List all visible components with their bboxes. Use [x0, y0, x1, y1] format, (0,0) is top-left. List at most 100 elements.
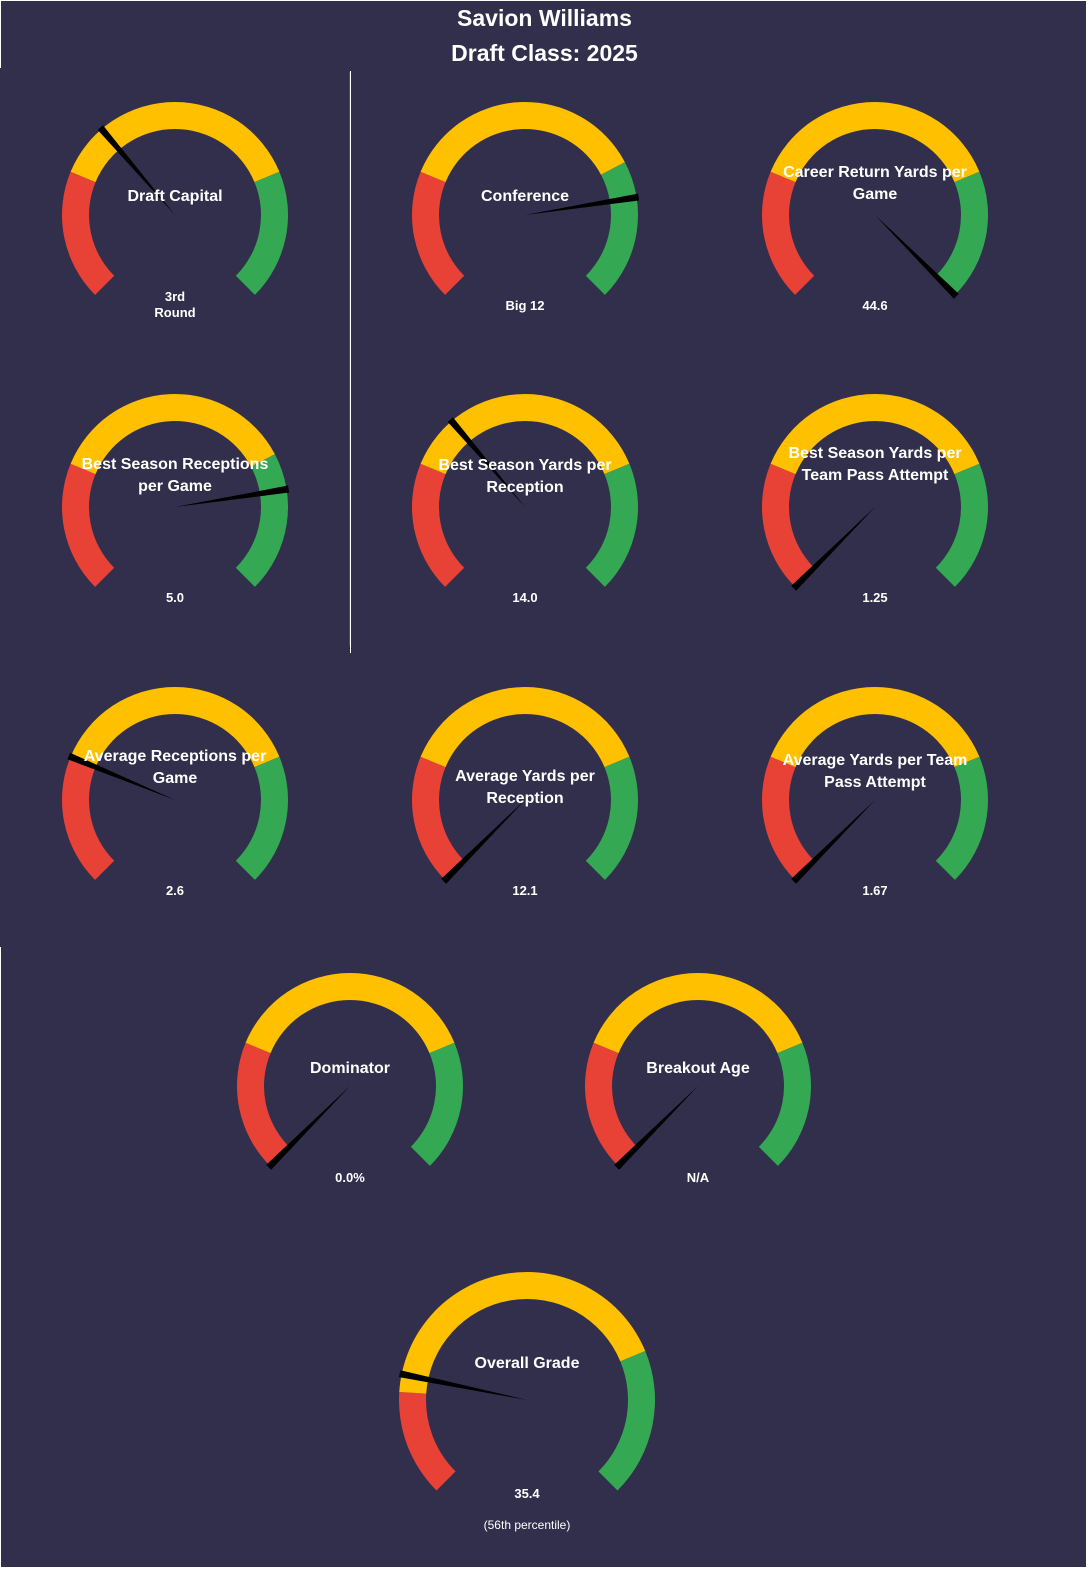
- gauge: Best Season Yards per Reception 14.0: [405, 387, 645, 627]
- gauge: Best Season Receptions per Game 5.0: [55, 387, 295, 627]
- panel-bottom: [1, 945, 1086, 1567]
- gauge-zone-green: [585, 162, 638, 295]
- gauge-zone-green: [935, 756, 988, 880]
- gauge-zone-yellow: [593, 973, 803, 1054]
- gauge-dial: [398, 1272, 655, 1491]
- gauge-label: Average Yards per Team Pass Attempt: [782, 752, 968, 791]
- gauge-zone-red: [62, 756, 115, 880]
- gauge-zone-green: [585, 756, 638, 880]
- gauge-zone-red: [412, 171, 465, 295]
- gauge-label: Draft Capital: [127, 188, 223, 205]
- gauge-label: Average Yards per Reception: [455, 768, 595, 807]
- gauge-needle: [525, 193, 640, 215]
- gauge-needle: [266, 1086, 350, 1170]
- gauge-zone-yellow: [420, 102, 625, 183]
- gauge-zone-yellow: [770, 394, 980, 475]
- gauge-zone-green: [235, 171, 288, 295]
- gauge-needle: [614, 1086, 698, 1170]
- gauge-value: N/A: [686, 1170, 710, 1185]
- gauge-label: Average Receptions per Game: [83, 748, 267, 787]
- gauge-zone-green: [935, 463, 988, 587]
- gauge-zone-green: [935, 171, 988, 295]
- gauge-dial: [585, 973, 811, 1170]
- gauge-value: 1.25: [862, 590, 888, 605]
- gauge-value: 5.0: [165, 590, 185, 605]
- gauge-zone-yellow: [770, 102, 980, 183]
- gauge-dial: [762, 102, 988, 299]
- gauge-needle: [447, 417, 525, 507]
- gauge-value: 44.6: [862, 298, 888, 313]
- gauge-dial: [412, 394, 638, 587]
- gauge-zone-green: [585, 463, 638, 587]
- gauge-zone-green: [235, 454, 288, 587]
- gauge-zone-green: [758, 1042, 811, 1166]
- gauge: Average Yards per Reception 12.1: [405, 680, 645, 920]
- gauge-value: 14.0: [512, 590, 538, 605]
- gauge: Draft Capital 3rd Round: [55, 95, 295, 335]
- gauge-zone-yellow: [420, 687, 630, 768]
- gauge-zone-red: [762, 756, 815, 880]
- gauge-zone-green: [410, 1042, 463, 1166]
- gauge-zone-red: [585, 1042, 638, 1166]
- gauge-zone-red: [399, 1391, 456, 1491]
- gauge-label: Best Season Receptions per Game: [81, 456, 269, 495]
- gauge-dial: [62, 394, 290, 587]
- gauge-zone-yellow: [70, 102, 280, 183]
- gauge-needle: [175, 485, 290, 507]
- gauge-label: Best Season Yards per Team Pass Attempt: [788, 445, 962, 484]
- gauge-zone-red: [62, 171, 115, 295]
- gauge-value: 2.6: [165, 883, 185, 898]
- gauge-needle: [67, 752, 175, 800]
- gauge-value: 1.67: [862, 883, 888, 898]
- gauge-zone-yellow: [70, 394, 275, 475]
- gauge: Average Yards per Team Pass Attempt 1.67: [755, 680, 995, 920]
- gauge-needle: [398, 1370, 527, 1400]
- gauge-zone-yellow: [245, 973, 455, 1054]
- gauge-dial: [237, 973, 463, 1170]
- chart-title: Savion Williams: [457, 5, 632, 31]
- gauge-value: 3rd Round: [154, 289, 196, 320]
- gauge-dial: [412, 687, 638, 884]
- gauge: Overall Grade 35.4 (56th percentile): [398, 1272, 655, 1532]
- gauge-zone-red: [237, 1042, 290, 1166]
- gauge-dial: [762, 394, 988, 591]
- gauge: Career Return Yards per Game 44.6: [755, 95, 995, 335]
- gauge-needle: [875, 215, 959, 299]
- gauge-needle: [791, 507, 875, 591]
- gauge-label: Conference: [480, 188, 570, 205]
- gauge-label: Best Season Yards per Reception: [438, 457, 612, 496]
- gauge-dial: [62, 102, 288, 295]
- gauge-zone-yellow: [399, 1272, 646, 1394]
- gauge-needle: [791, 800, 875, 884]
- gauge-label: Breakout Age: [646, 1060, 750, 1077]
- gauge-zone-red: [62, 463, 115, 587]
- gauge-value: Big 12: [505, 298, 545, 313]
- gauge-zone-red: [412, 463, 465, 587]
- gauge-zone-red: [762, 171, 815, 295]
- gauge-zone-green: [598, 1351, 655, 1491]
- gauge-label: Dominator: [310, 1060, 390, 1077]
- gauge-note: (56th percentile): [483, 1518, 571, 1532]
- gauge-zone-red: [412, 756, 465, 880]
- gauge-zone-yellow: [70, 687, 280, 768]
- chart-subtitle: Draft Class: 2025: [451, 40, 638, 66]
- panel-header: [1, 1, 1086, 71]
- gauge-value: 35.4: [514, 1486, 540, 1501]
- gauge-zone-yellow: [770, 687, 980, 768]
- gauge-value: 12.1: [512, 883, 538, 898]
- gauge-zone-green: [235, 756, 288, 880]
- gauge: Conference Big 12: [405, 95, 645, 335]
- gauge: Best Season Yards per Team Pass Attempt 1…: [755, 387, 995, 627]
- panel-top-left: [0, 68, 350, 655]
- gauge-label: Overall Grade: [474, 1355, 580, 1372]
- gauge-needle: [441, 800, 525, 884]
- gauge-dial: [412, 102, 640, 295]
- gauge-label: Career Return Yards per Game: [783, 164, 967, 203]
- gauge-dial: [762, 687, 988, 884]
- gauge-needle: [97, 125, 175, 215]
- gauge: Dominator 0.0%: [230, 966, 470, 1206]
- gauge-dial: [62, 687, 288, 880]
- gauge-value: 0.0%: [335, 1170, 365, 1185]
- panel-divider: [349, 72, 350, 645]
